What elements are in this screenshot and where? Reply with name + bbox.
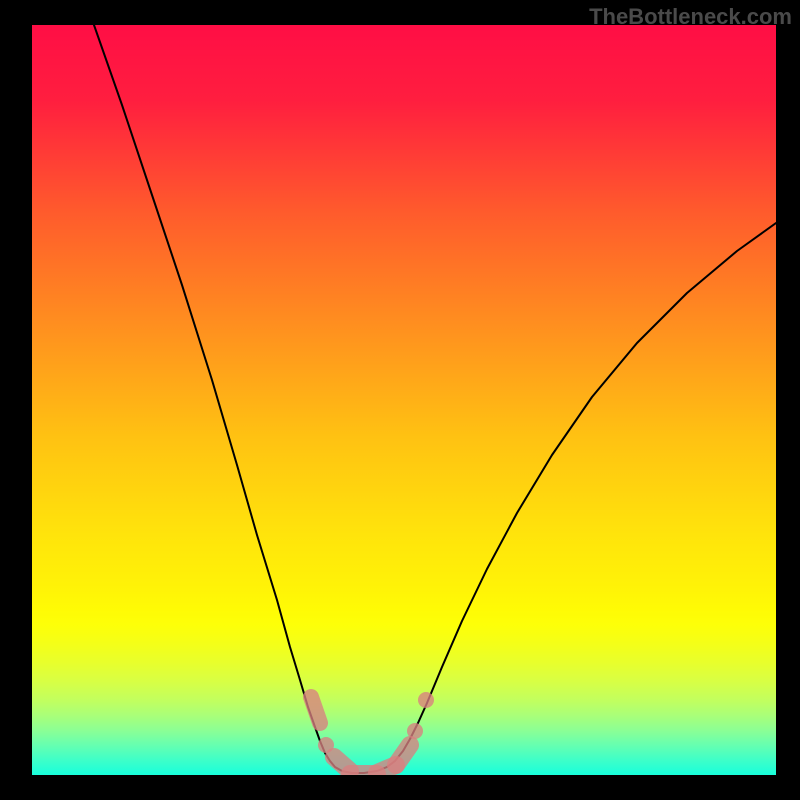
plot-area xyxy=(32,25,776,775)
watermark-text: TheBottleneck.com xyxy=(589,4,792,30)
chart-frame: TheBottleneck.com xyxy=(0,0,800,800)
gradient-plot xyxy=(32,25,776,775)
